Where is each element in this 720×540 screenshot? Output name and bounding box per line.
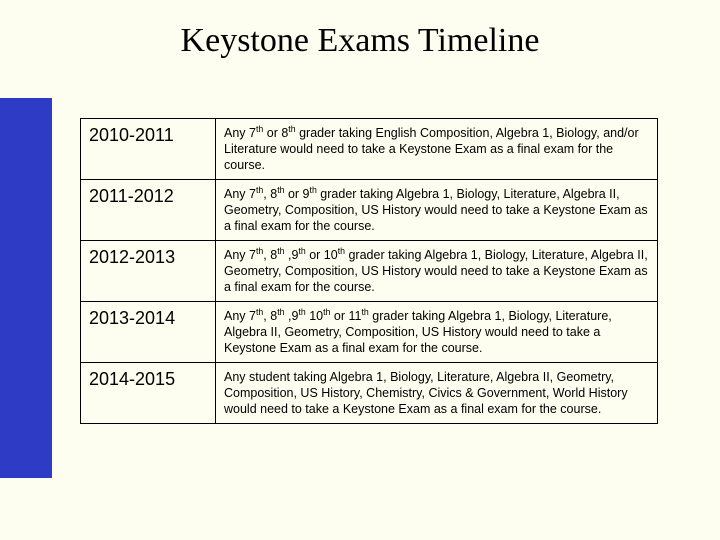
sidebar-accent [0,98,52,478]
table-row: 2012-2013Any 7th, 8th ,9th or 10th grade… [81,241,658,302]
description-cell: Any 7th, 8th ,9th 10th or 11th grader ta… [216,302,658,363]
year-cell: 2011-2012 [81,180,216,241]
table-row: 2013-2014Any 7th, 8th ,9th 10th or 11th … [81,302,658,363]
year-cell: 2010-2011 [81,119,216,180]
description-cell: Any student taking Algebra 1, Biology, L… [216,363,658,424]
timeline-table-container: 2010-2011Any 7th or 8th grader taking En… [80,118,658,424]
table-row: 2010-2011Any 7th or 8th grader taking En… [81,119,658,180]
year-cell: 2014-2015 [81,363,216,424]
year-cell: 2012-2013 [81,241,216,302]
description-cell: Any 7th, 8th ,9th or 10th grader taking … [216,241,658,302]
timeline-table: 2010-2011Any 7th or 8th grader taking En… [80,118,658,424]
page-title: Keystone Exams Timeline [0,0,720,78]
year-cell: 2013-2014 [81,302,216,363]
description-cell: Any 7th or 8th grader taking English Com… [216,119,658,180]
description-cell: Any 7th, 8th or 9th grader taking Algebr… [216,180,658,241]
table-row: 2011-2012Any 7th, 8th or 9th grader taki… [81,180,658,241]
table-row: 2014-2015Any student taking Algebra 1, B… [81,363,658,424]
